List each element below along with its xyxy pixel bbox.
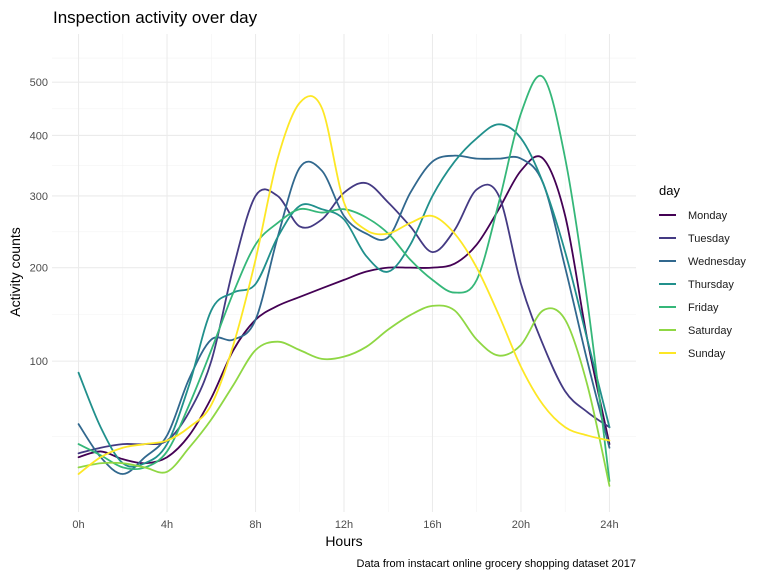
series-lines — [77, 74, 611, 487]
legend: day Monday Tuesday Wednesday Thursday Friday… — [659, 183, 746, 360]
y-tick-label: 100 — [30, 356, 48, 368]
y-axis-ticks: 100 200 300 400 500 — [30, 77, 48, 368]
legend-label-friday: Friday — [688, 302, 719, 314]
legend-label-thursday: Thursday — [688, 279, 734, 291]
y-axis-title: Activity counts — [7, 227, 23, 316]
x-axis-ticks: 0h 4h 8h 12h 16h 20h 24h — [72, 519, 618, 531]
x-tick-label: 12h — [335, 519, 353, 531]
series-line-monday — [77, 155, 611, 465]
y-tick-label: 200 — [30, 263, 48, 275]
y-tick-label: 500 — [30, 77, 48, 89]
x-tick-label: 0h — [72, 519, 84, 531]
legend-label-monday: Monday — [688, 210, 728, 222]
x-axis-title: Hours — [325, 533, 362, 549]
x-tick-label: 4h — [161, 519, 173, 531]
legend-label-tuesday: Tuesday — [688, 233, 730, 245]
x-tick-label: 20h — [512, 519, 530, 531]
x-tick-label: 8h — [249, 519, 261, 531]
x-tick-label: 24h — [600, 519, 618, 531]
series-line-saturday — [77, 304, 611, 487]
series-line-friday — [77, 74, 611, 482]
caption: Data from instacart online grocery shopp… — [357, 558, 636, 570]
series-line-thursday — [77, 123, 611, 468]
legend-title: day — [659, 183, 680, 198]
x-tick-label: 16h — [423, 519, 441, 531]
series-line-wednesday — [77, 154, 611, 475]
series-line-sunday — [77, 95, 611, 475]
y-tick-label: 400 — [30, 130, 48, 142]
grid — [52, 34, 636, 512]
legend-label-wednesday: Wednesday — [688, 256, 746, 268]
legend-label-sunday: Sunday — [688, 348, 726, 360]
y-tick-label: 300 — [30, 191, 48, 203]
legend-label-saturday: Saturday — [688, 325, 733, 337]
chart-title: Inspection activity over day — [53, 8, 258, 27]
